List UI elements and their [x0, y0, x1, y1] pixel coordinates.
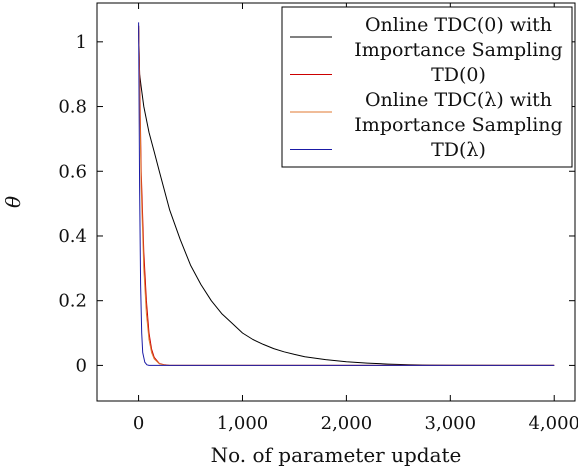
x-tick-label: 0 [133, 413, 144, 434]
x-tick-label: 4,000 [528, 413, 578, 434]
y-tick-label: 1 [76, 32, 87, 53]
y-axis: 0 0.2 0.4 0.6 0.8 1 [58, 32, 575, 376]
series-layer [138, 22, 555, 366]
legend-label: Importance Sampling [354, 114, 562, 136]
legend-label: Online TDC(0) with [365, 14, 552, 36]
series-line-4 [138, 22, 555, 366]
legend-box [281, 6, 573, 168]
x-tick-label: 1,000 [217, 413, 269, 434]
legend: Online TDC(0) with Importance Sampling TD(… [281, 6, 573, 168]
plot-frame [96, 2, 576, 402]
legend-label: TD(λ) [431, 139, 486, 161]
legend-label: Online TDC(λ) with [365, 89, 552, 111]
x-tick-label: 3,000 [425, 413, 477, 434]
x-axis: 0 1,000 2,000 3,000 4,000 [133, 3, 578, 434]
y-tick-label: 0.8 [58, 97, 87, 118]
y-tick-label: 0.2 [58, 291, 87, 312]
series-line-1 [138, 25, 555, 366]
x-axis-label: No. of parameter update [211, 443, 462, 467]
y-tick-label: 0.4 [58, 226, 87, 247]
y-tick-label: 0.6 [58, 161, 87, 182]
y-tick-label: 0 [76, 355, 87, 376]
legend-label: TD(0) [431, 64, 486, 86]
legend-label: Importance Sampling [354, 39, 562, 61]
x-tick-label: 2,000 [321, 413, 373, 434]
y-axis-label: θ [1, 196, 25, 208]
